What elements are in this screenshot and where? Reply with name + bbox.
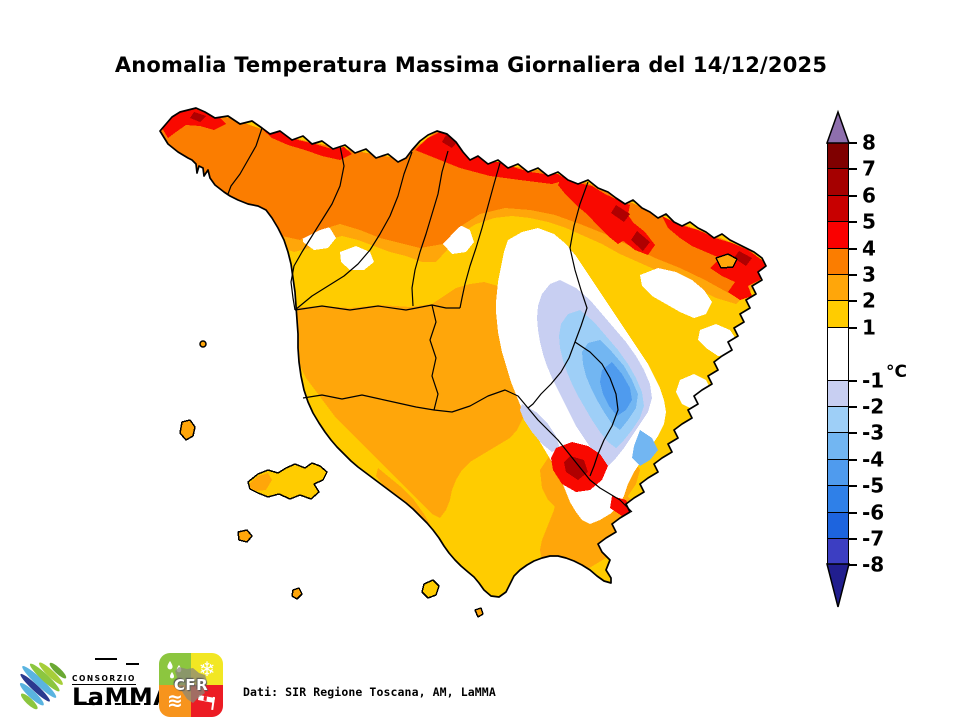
border-lu-west [290,145,345,311]
white-patch-garfagnana2 [340,246,374,270]
exclave-northeast [715,253,738,269]
border-pi-si-vertical [429,304,439,411]
red-ridge-apuane [262,129,352,160]
island-gorgona [199,340,207,348]
mid-blue-se-finger [632,430,658,466]
province-borders [227,127,633,513]
island-pianosa [237,529,253,543]
islands [179,253,738,618]
red-spot-amiata-south [610,496,632,516]
lamma-name-label: LaMMA [72,683,173,711]
lamma-logo-leaves [19,662,67,710]
lamma-logo-rule-top [95,658,117,660]
island-giglio [421,579,440,599]
island-elba-west-orange [250,473,272,491]
red-ridge-east [662,216,766,300]
darkred-core-abetone [442,135,458,148]
page-title: Anomalia Temperatura Massima Giornaliera… [114,53,828,77]
border-pt [411,150,449,307]
border-ms-lu [227,127,263,195]
tuscany-outline [159,107,767,598]
tuscany-silhouette-icon [175,667,207,703]
windsock-icon [198,695,215,711]
white-zone-ne-valley1 [640,268,712,318]
border-lu-east [294,151,413,311]
island-elba [247,462,328,500]
darkred-core-casentino [631,231,650,251]
cfr-quadrant-waves: ≋ [159,685,191,717]
cfr-label: CFR [173,676,209,694]
island-capraia [179,419,196,441]
darkred-core-amiata [564,456,588,480]
lamma-logo-rule-top2 [126,663,139,665]
lavender-finger-sw [520,404,560,452]
cfr-logo-center: CFR [159,653,223,717]
darkred-core-alpedellaluna [734,251,752,266]
darkred-core-nw [190,112,206,122]
white-zone-ne-valley2 [698,324,738,356]
central-orange-mass [290,282,547,518]
border-fi-ar [527,181,589,409]
waves-icon: ≋ [167,690,183,712]
island-giannutri [474,607,484,618]
border-si-ar [574,341,619,477]
north-orangered-band [160,110,766,296]
darkred-core-falterona [611,205,630,222]
island-montecristo [291,587,303,600]
border-pi-horizontal [294,304,460,311]
lamma-logo-text: CONSORZIO LaMMA [72,666,172,709]
data-credits: Dati: SIR Regione Toscana, AM, LaMMA [243,685,496,699]
dark-red-cores [190,112,752,480]
lamma-logo [19,662,67,710]
mainland-fill-layers [160,108,766,597]
lamma-logo-rule-bottom [76,703,150,705]
border-gr-si [302,389,633,513]
border-po-fi [459,162,501,309]
red-ridge-nw-tip [162,109,226,138]
